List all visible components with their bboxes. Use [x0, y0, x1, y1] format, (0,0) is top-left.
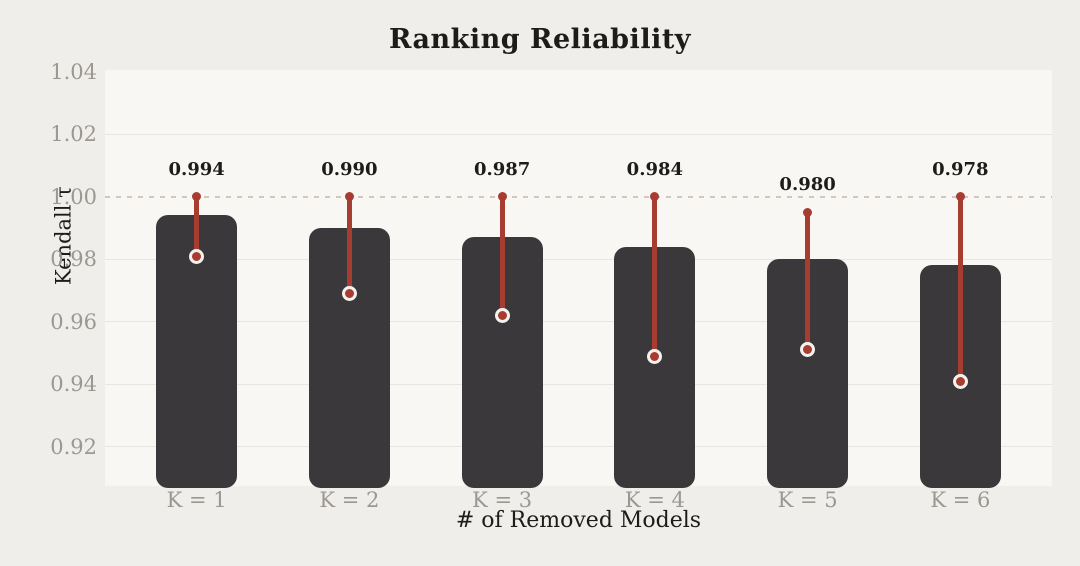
error-bar-top-cap	[344, 192, 354, 202]
gridline	[105, 133, 1052, 135]
bar-value-label: 0.994	[168, 158, 225, 180]
error-bar-top-cap	[650, 192, 660, 202]
bar-value-label: 0.990	[321, 158, 378, 180]
gridline	[105, 446, 1052, 448]
error-bar-top-cap	[192, 192, 202, 202]
reference-line	[105, 195, 1052, 198]
x-tick-label: K = 2	[319, 488, 380, 512]
x-tick-label: K = 1	[166, 488, 227, 512]
error-bar	[957, 196, 963, 382]
error-bar	[805, 212, 811, 350]
error-bar-low-marker	[494, 308, 510, 324]
x-tick-label: K = 3	[472, 488, 533, 512]
y-tick-label: 0.92	[50, 434, 97, 459]
x-axis-title: # of Removed Models	[455, 508, 702, 533]
error-bar-low-marker	[341, 286, 357, 302]
error-bar-low-marker	[189, 248, 205, 264]
error-bar	[194, 196, 200, 257]
error-bar-low-marker	[800, 342, 816, 358]
bar-value-label: 0.980	[779, 174, 836, 196]
error-bar-top-cap	[803, 207, 813, 217]
error-bar-low-marker	[952, 373, 968, 389]
y-tick-label: 1.00	[50, 184, 97, 209]
plot-area: 0.994 0.990 0.987 0.984 0.980 0.978	[105, 70, 1052, 488]
chart-title: Ranking Reliability	[389, 24, 691, 55]
x-tick-label: K = 6	[930, 488, 991, 512]
error-bar-top-cap	[955, 192, 965, 202]
error-bar	[652, 196, 658, 357]
error-bar-low-marker	[647, 348, 663, 364]
error-bar-top-cap	[497, 192, 507, 202]
y-tick-label: 1.02	[50, 122, 97, 147]
gridline	[105, 383, 1052, 385]
bar-value-label: 0.987	[473, 158, 531, 180]
y-tick-label: 0.94	[50, 372, 97, 397]
gridline	[105, 321, 1052, 323]
y-tick-label: 0.96	[50, 309, 97, 334]
x-tick-label: K = 4	[624, 488, 685, 512]
y-tick-label: 0.98	[50, 247, 97, 272]
gridline	[105, 258, 1052, 260]
x-tick-label: K = 5	[777, 488, 838, 512]
bar-value-label: 0.984	[626, 158, 684, 180]
error-bar	[499, 196, 505, 316]
y-tick-label: 1.04	[50, 59, 97, 84]
error-bar	[346, 196, 352, 294]
bar-value-label: 0.978	[932, 158, 989, 180]
